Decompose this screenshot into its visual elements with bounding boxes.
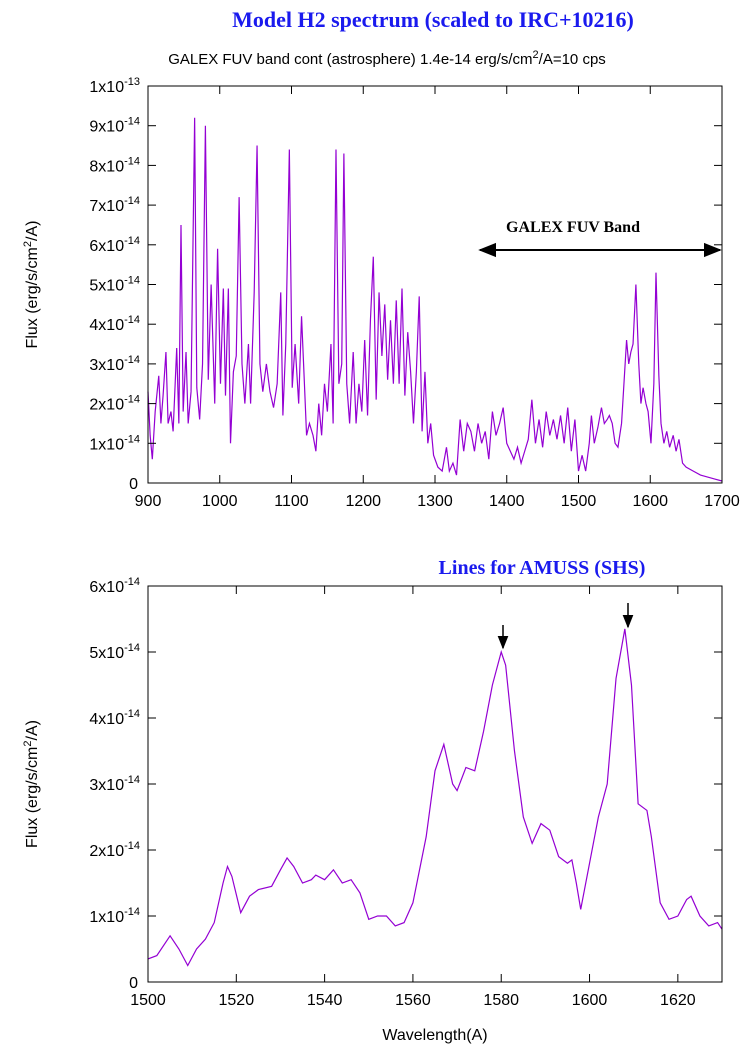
- y-tick-mantissa: 5x10: [89, 645, 124, 662]
- y-tick-exponent: -13: [124, 76, 140, 88]
- y-axis-label: Flux (erg/s/cm2/A): [22, 720, 41, 848]
- y-tick-mantissa: 3x10: [89, 777, 124, 794]
- y-tick-exponent: -14: [124, 235, 140, 247]
- y-tick-label: 4x10-14: [89, 708, 140, 728]
- x-tick-label: 1580: [483, 992, 519, 1009]
- x-tick-label: 1600: [632, 493, 668, 510]
- x-tick-label: 900: [135, 493, 162, 510]
- y-tick-label: 3x10-14: [89, 354, 140, 374]
- y-tick-mantissa: 2x10: [89, 397, 124, 414]
- y-tick-exponent: -14: [124, 642, 140, 654]
- y-tick-mantissa: 7x10: [89, 198, 124, 215]
- y-axis-label: Flux (erg/s/cm2/A): [22, 221, 41, 349]
- chart-subtitle: GALEX FUV band cont (astrosphere) 1.4e-1…: [168, 49, 606, 68]
- chart-title: Lines for AMUSS (SHS): [439, 557, 646, 579]
- y-tick-mantissa: 8x10: [89, 158, 124, 175]
- y-tick-mantissa: 6x10: [89, 238, 124, 255]
- x-tick-label: 1600: [572, 992, 608, 1009]
- y-tick-label: 6x10-14: [89, 576, 140, 596]
- y-label-part: Flux (erg/s/cm: [24, 247, 41, 348]
- y-tick-label: 7x10-14: [89, 195, 140, 215]
- chart-title: Model H2 spectrum (scaled to IRC+10216): [232, 7, 634, 32]
- plot-frame: [147, 585, 723, 983]
- y-tick-exponent: -14: [124, 576, 140, 588]
- y-tick-exponent: -14: [124, 116, 140, 128]
- y-tick-mantissa: 9x10: [89, 119, 124, 136]
- y-tick-label: 1x10-14: [89, 906, 140, 926]
- y-tick-exponent: -14: [124, 433, 140, 445]
- y-tick-label: 1x10-13: [89, 76, 140, 96]
- y-tick-label: 0: [129, 975, 138, 992]
- y-label-part: /A): [24, 720, 41, 740]
- y-tick-mantissa: 4x10: [89, 317, 124, 334]
- y-tick-exponent: -14: [124, 195, 140, 207]
- y-tick-exponent: -14: [124, 906, 140, 918]
- y-tick-mantissa: 3x10: [89, 357, 124, 374]
- y-tick-exponent: -14: [124, 774, 140, 786]
- y-label-sup: 2: [22, 740, 34, 746]
- y-tick-exponent: -14: [124, 394, 140, 406]
- x-tick-label: 1300: [417, 493, 453, 510]
- y-tick-mantissa: 4x10: [89, 711, 124, 728]
- x-tick-label: 1560: [395, 992, 431, 1009]
- y-tick-exponent: -14: [124, 314, 140, 326]
- x-tick-label: 1400: [489, 493, 525, 510]
- y-label-part: /A): [24, 221, 41, 241]
- x-tick-label: 1000: [202, 493, 238, 510]
- y-tick-mantissa: 1x10: [89, 436, 124, 453]
- y-tick-exponent: -14: [124, 275, 140, 287]
- x-tick-label: 1500: [561, 493, 597, 510]
- x-tick-label: 1540: [307, 992, 343, 1009]
- y-tick-label: 6x10-14: [89, 235, 140, 255]
- y-tick-label: 2x10-14: [89, 394, 140, 414]
- y-tick-mantissa: 5x10: [89, 278, 124, 295]
- x-tick-label: 1620: [660, 992, 696, 1009]
- y-tick-label: 5x10-14: [89, 275, 140, 295]
- y-tick-label: 4x10-14: [89, 314, 140, 334]
- y-tick-mantissa: 1x10: [89, 79, 124, 96]
- y-tick-exponent: -14: [124, 354, 140, 366]
- spectrum-line: [147, 117, 723, 482]
- x-tick-label: 1520: [219, 992, 255, 1009]
- y-tick-label: 1x10-14: [89, 433, 140, 453]
- y-tick-mantissa: 2x10: [89, 843, 124, 860]
- y-tick-label: 5x10-14: [89, 642, 140, 662]
- y-tick-exponent: -14: [124, 840, 140, 852]
- x-tick-label: 1200: [345, 493, 381, 510]
- y-tick-label: 9x10-14: [89, 116, 140, 136]
- x-tick-label: 1100: [274, 493, 309, 510]
- spectrum-line: [147, 628, 723, 967]
- x-axis-label: Wavelength(A): [382, 1027, 487, 1044]
- y-tick-label: 0: [129, 476, 138, 493]
- y-label-sup: 2: [22, 241, 34, 247]
- y-label-part: Flux (erg/s/cm: [24, 747, 41, 848]
- y-tick-label: 3x10-14: [89, 774, 140, 794]
- y-tick-mantissa: 6x10: [89, 579, 124, 596]
- y-tick-mantissa: 1x10: [89, 909, 124, 926]
- y-tick-label: 2x10-14: [89, 840, 140, 860]
- y-tick-exponent: -14: [124, 708, 140, 720]
- y-tick-exponent: -14: [124, 155, 140, 167]
- x-tick-label: 1500: [130, 992, 166, 1009]
- x-tick-label: 1700: [704, 493, 740, 510]
- y-tick-label: 8x10-14: [89, 155, 140, 175]
- annotation: GALEX FUV Band: [506, 219, 640, 236]
